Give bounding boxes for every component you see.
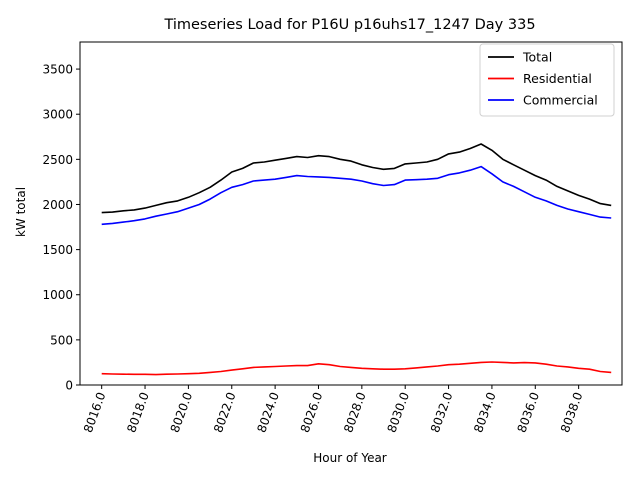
y-tick-label: 0 xyxy=(65,379,73,393)
legend-label-total: Total xyxy=(522,50,552,65)
x-tick-label: 8026.0 xyxy=(298,390,326,434)
series-line-commercial xyxy=(101,165,612,226)
y-tick-label: 500 xyxy=(50,333,73,347)
y-tick-label: 1500 xyxy=(42,243,73,257)
x-tick-label: 8024.0 xyxy=(254,390,282,434)
series-line-residential xyxy=(101,361,612,376)
x-tick-label: 8028.0 xyxy=(341,390,369,434)
x-tick-label: 8020.0 xyxy=(168,390,196,434)
series-line-total xyxy=(101,143,612,214)
x-tick-label: 8022.0 xyxy=(211,390,239,434)
legend-label-residential: Residential xyxy=(523,71,592,86)
x-tick-label: 8036.0 xyxy=(515,390,543,434)
y-tick-label: 3000 xyxy=(42,108,73,122)
x-tick-label: 8032.0 xyxy=(428,390,456,434)
y-tick-label: 2500 xyxy=(42,153,73,167)
plot-frame xyxy=(79,41,623,386)
x-tick-label: 8038.0 xyxy=(558,390,586,434)
y-tick-label: 2000 xyxy=(42,198,73,212)
x-tick-label: 8018.0 xyxy=(124,390,152,434)
legend-label-commercial: Commercial xyxy=(523,93,598,108)
y-tick-label: 1000 xyxy=(42,288,73,302)
y-tick-label: 3500 xyxy=(42,63,73,77)
x-tick-label: 8030.0 xyxy=(384,390,412,434)
chart-title: Timeseries Load for P16U p16uhs17_1247 D… xyxy=(163,17,535,33)
x-tick-label: 8016.0 xyxy=(81,390,109,434)
y-axis-label: kW total xyxy=(14,187,28,237)
legend: Total Residential Commercial xyxy=(479,43,615,117)
legend-box xyxy=(479,43,615,117)
x-tick-label: 8034.0 xyxy=(471,390,499,434)
x-axis-label: Hour of Year xyxy=(313,451,387,465)
